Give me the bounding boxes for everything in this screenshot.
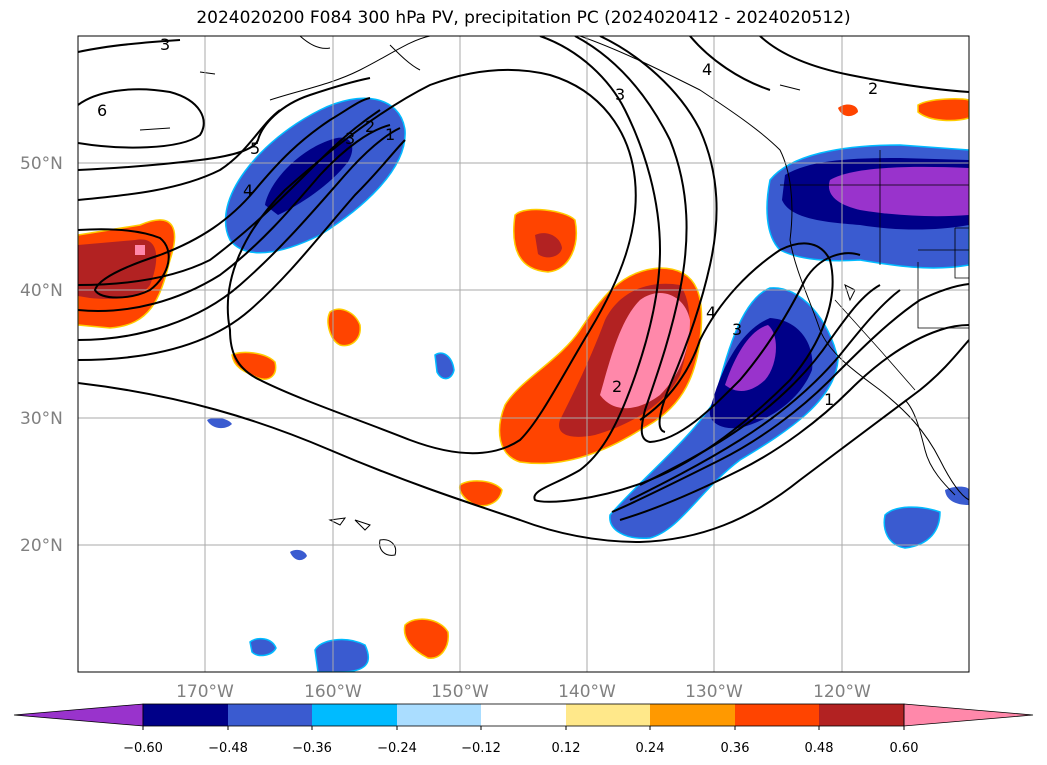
contour-label: 3	[160, 35, 170, 54]
contour-label: 4	[702, 60, 712, 79]
lat-tick-label: 50°N	[20, 154, 63, 174]
lon-tick-label: 170°W	[176, 682, 234, 702]
pv-contour-6	[78, 88, 205, 149]
contour-label: 2	[612, 377, 622, 396]
colorbar-segment	[819, 704, 904, 726]
lon-tick-label: 160°W	[304, 682, 362, 702]
colorbar-segment	[650, 704, 735, 726]
colorbar-tick-label: −0.60	[123, 741, 163, 756]
pv-contour-large-ridge	[226, 68, 637, 455]
pv-contour-2-right	[759, 36, 969, 93]
contour-label: 3	[615, 85, 625, 104]
colorbar-segment	[566, 704, 650, 726]
lat-tick-label: 20°N	[20, 536, 63, 556]
contour-label: 3	[345, 129, 355, 148]
lon-tick-labels: 170°W 160°W 150°W 140°W 130°W 120°W	[176, 682, 871, 702]
colorbar	[13, 703, 1034, 730]
lon-tick-label: 150°W	[431, 682, 489, 702]
colorbar-segment	[397, 704, 481, 726]
lat-tick-label: 30°N	[20, 409, 63, 429]
map-title: 2024020200 F084 300 hPa PV, precipitatio…	[196, 8, 851, 28]
colorbar-tick-label: 0.60	[890, 741, 919, 756]
colorbar-tick-label: −0.36	[292, 741, 332, 756]
precip-negative-north-core	[265, 137, 353, 215]
colorbar-tick-label: 0.24	[636, 741, 665, 756]
pv-contour-5	[78, 77, 371, 171]
coastlines	[139, 36, 969, 556]
contour-label: 2	[365, 117, 375, 136]
colorbar-segment	[228, 704, 312, 726]
colorbar-extend-min	[13, 703, 144, 727]
colorbar-segment	[312, 704, 397, 726]
lon-tick-label: 140°W	[558, 682, 616, 702]
colorbar-tick-label: 0.12	[552, 741, 581, 756]
contour-label: 4	[243, 181, 253, 200]
lon-tick-label: 120°W	[813, 682, 871, 702]
pv-contour-1-big	[78, 339, 969, 544]
lat-tick-labels: 50°N 40°N 30°N 20°N	[20, 154, 63, 556]
map-frame	[77, 35, 970, 673]
contour-labels: 3 6 5 4 3 2 1 3 4 2 2 4 3 1	[97, 35, 878, 409]
colorbar-extend-max	[903, 703, 1034, 727]
contour-label: 2	[868, 79, 878, 98]
contour-label: 1	[385, 125, 395, 144]
colorbar-segment	[481, 704, 566, 726]
pv-contour-3-top	[78, 39, 181, 53]
lon-tick-label: 130°W	[685, 682, 743, 702]
lat-tick-label: 40°N	[20, 281, 63, 301]
colorbar-tick-label: −0.24	[377, 741, 417, 756]
contour-label: 3	[732, 320, 742, 339]
pv-contours	[78, 36, 969, 544]
colorbar-tick-label: −0.48	[208, 741, 248, 756]
colorbar-tick-label: 0.36	[721, 741, 750, 756]
precip-positive-central-core	[600, 292, 690, 409]
contour-label: 6	[97, 101, 107, 120]
contour-label: 1	[824, 390, 834, 409]
colorbar-tick-label: −0.12	[461, 741, 501, 756]
colorbar-outline	[142, 703, 905, 727]
colorbar-segment	[735, 704, 819, 726]
colorbar-segment	[143, 704, 228, 726]
borders	[780, 150, 969, 391]
contour-label: 4	[706, 303, 716, 322]
contour-label: 5	[250, 139, 260, 158]
colorbar-tick-labels: −0.60 −0.48 −0.36 −0.24 −0.12 0.12 0.24 …	[123, 741, 918, 756]
map-content: 3 6 5 4 3 2 1 3 4 2 2 4 3 1	[78, 35, 969, 672]
colorbar-tick-label: 0.48	[805, 741, 834, 756]
precip-anomaly-fields	[78, 97, 969, 672]
